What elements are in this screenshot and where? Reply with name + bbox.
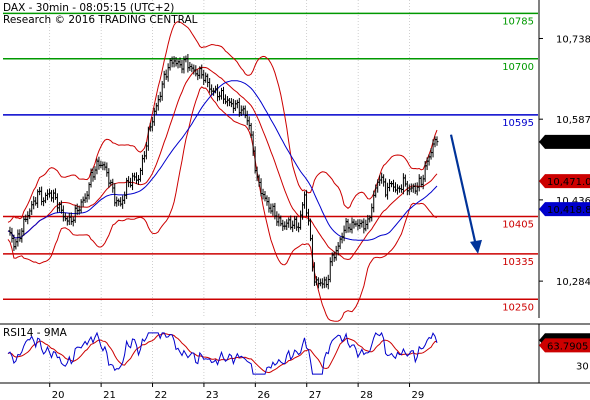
main-grid bbox=[49, 0, 410, 383]
chart-title: DAX - 30min - 08:05:15 (UTC+2) bbox=[3, 2, 174, 14]
price-axis-label: 10,587 bbox=[556, 115, 590, 126]
projection bbox=[449, 134, 482, 254]
rsi-label: RSI14 - 9MA bbox=[3, 327, 68, 339]
bollinger-upper bbox=[7, 21, 438, 223]
projection-arrowhead bbox=[470, 239, 482, 254]
rsi-line bbox=[7, 331, 438, 375]
date-axis-label: 29 bbox=[412, 390, 425, 400]
level-label: 10700 bbox=[502, 62, 534, 73]
chart-subtitle: Research © 2016 TRADING CENTRAL bbox=[3, 14, 198, 26]
price-tag-label: 10,544.5 bbox=[547, 138, 590, 149]
date-axis-label: 21 bbox=[103, 390, 116, 400]
level-label: 10405 bbox=[502, 219, 534, 230]
price-series bbox=[8, 53, 439, 290]
date-axis-label: 20 bbox=[52, 390, 65, 400]
level-label: 10335 bbox=[502, 257, 534, 268]
date-axis-label: 23 bbox=[206, 390, 219, 400]
level-label: 10250 bbox=[502, 302, 534, 313]
price-tag-box bbox=[539, 202, 590, 217]
date-axis: 20 21 22 23 26 27 28 29 bbox=[0, 382, 590, 400]
date-axis-label: 26 bbox=[257, 390, 270, 400]
rsi-axis-label: 30 bbox=[576, 361, 589, 372]
price-tag-box bbox=[539, 134, 590, 149]
level-label: 10595 bbox=[502, 118, 534, 129]
bollinger-lower bbox=[7, 86, 438, 322]
rsi-ma-line bbox=[7, 332, 438, 374]
level-lines: 10785 10700 10595 10405 10335 10250 bbox=[3, 12, 538, 313]
price-axis-label: 10,436 bbox=[556, 196, 590, 207]
price-tag-label: 10,471.0 bbox=[547, 177, 590, 188]
projection-arrow bbox=[449, 134, 478, 247]
price-tags: 10,544.5 10,471.0 10,418.8 bbox=[539, 134, 590, 217]
price-axis-label: 10,738 bbox=[556, 34, 590, 45]
rsi-tag-box bbox=[539, 338, 590, 353]
date-axis-label: 22 bbox=[155, 390, 168, 400]
level-label: 10785 bbox=[502, 16, 534, 27]
chart-header: DAX - 30min - 08:05:15 (UTC+2) Research … bbox=[3, 2, 198, 26]
price-tag-box bbox=[539, 174, 590, 189]
price-axis-label: 10,284 bbox=[556, 277, 590, 288]
date-axis-label: 28 bbox=[360, 390, 373, 400]
date-axis-label: 27 bbox=[309, 390, 322, 400]
price-axis: 10,738 10,587 10,436 10,284 bbox=[538, 0, 590, 318]
rsi-tag-label: 63.7905 bbox=[547, 341, 588, 352]
rsi-panel: 3072.55963.7905 bbox=[0, 323, 590, 383]
price-tag-label: 10,418.8 bbox=[547, 205, 590, 216]
